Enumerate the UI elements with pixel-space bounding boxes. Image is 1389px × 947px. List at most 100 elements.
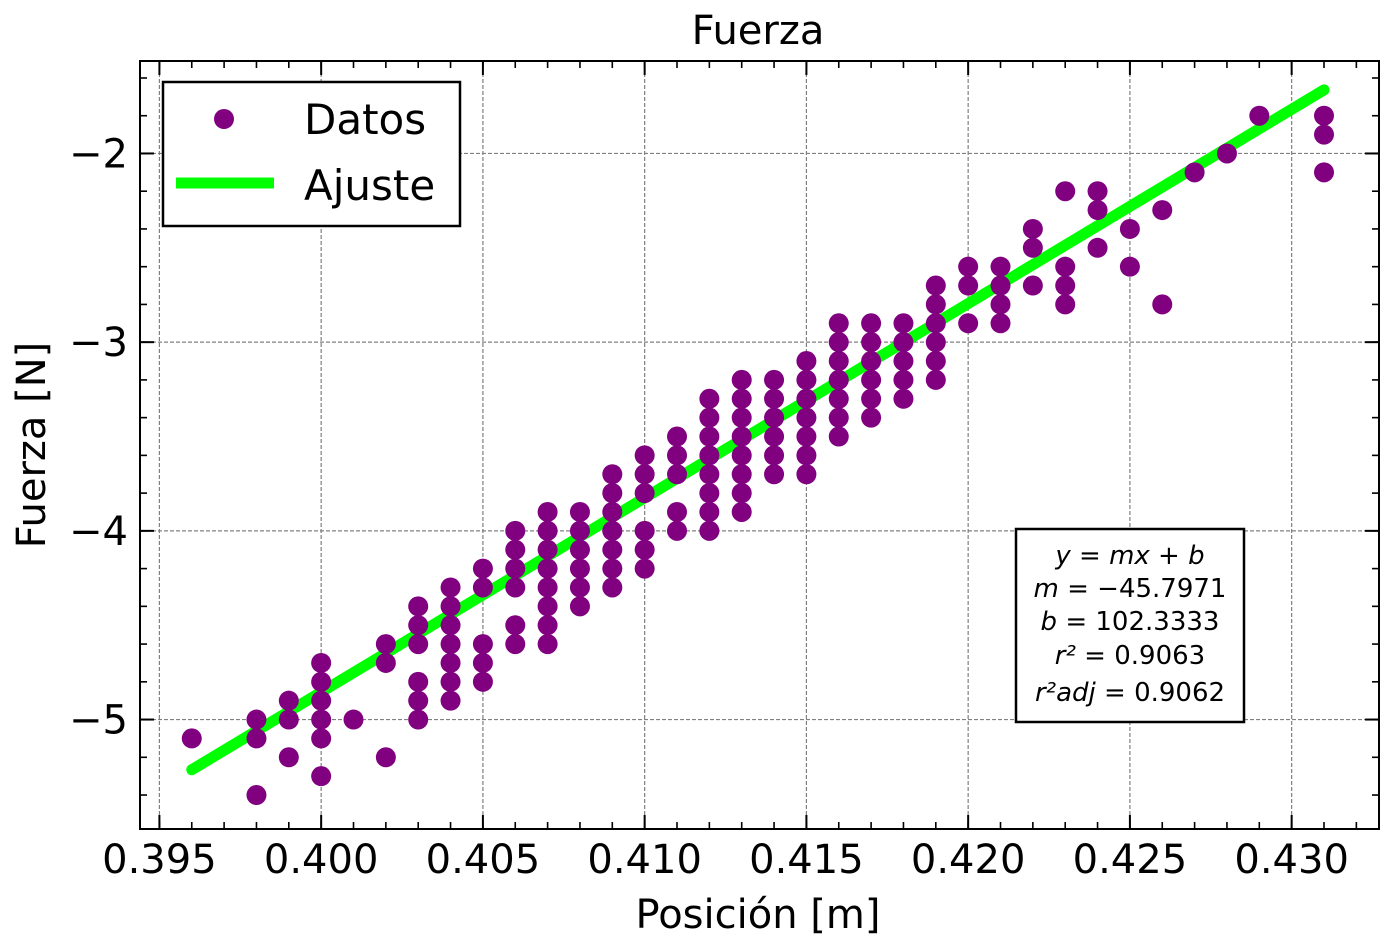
data-point xyxy=(667,426,688,447)
data-point xyxy=(440,690,461,711)
data-point xyxy=(958,275,979,296)
data-point xyxy=(699,483,720,504)
data-point xyxy=(861,369,882,390)
x-axis-label: Posición [m] xyxy=(636,892,881,938)
data-point xyxy=(764,464,785,485)
data-point xyxy=(990,294,1011,315)
data-point xyxy=(731,426,752,447)
x-tick-label: 0.430 xyxy=(1234,837,1349,883)
data-point xyxy=(828,313,849,334)
data-point xyxy=(861,407,882,428)
data-point xyxy=(667,520,688,541)
data-point xyxy=(505,615,526,636)
data-point xyxy=(925,294,946,315)
x-tick-labels: 0.395 0.400 0.405 0.410 0.415 0.420 0.425 0.430 xyxy=(102,837,1349,883)
data-point xyxy=(311,766,332,787)
data-point xyxy=(1249,105,1270,126)
data-point xyxy=(537,577,558,598)
data-point xyxy=(602,483,623,504)
data-point xyxy=(990,275,1011,296)
x-tick-label: 0.415 xyxy=(749,837,864,883)
data-point xyxy=(311,709,332,730)
data-point xyxy=(1055,256,1076,277)
data-point xyxy=(472,652,493,673)
data-point xyxy=(1314,124,1335,145)
y-tick-label: −4 xyxy=(69,509,128,555)
data-point xyxy=(893,388,914,409)
x-tick-label: 0.400 xyxy=(264,837,379,883)
data-point xyxy=(1184,162,1205,183)
data-point xyxy=(764,445,785,466)
data-point xyxy=(602,520,623,541)
data-point xyxy=(1087,181,1108,202)
y-axis-label: Fuerza [N] xyxy=(9,342,55,549)
data-point xyxy=(1152,294,1173,315)
data-point xyxy=(1022,275,1043,296)
y-tick-labels: −5 −4 −3 −2 xyxy=(69,131,128,743)
data-point xyxy=(1055,294,1076,315)
data-point xyxy=(537,539,558,560)
data-point xyxy=(634,558,655,579)
data-point xyxy=(537,596,558,617)
data-point xyxy=(278,709,299,730)
data-point xyxy=(731,388,752,409)
data-point xyxy=(893,313,914,334)
data-point xyxy=(796,464,817,485)
data-point xyxy=(861,388,882,409)
data-point xyxy=(828,426,849,447)
data-point xyxy=(1087,237,1108,258)
data-point xyxy=(408,596,429,617)
data-point xyxy=(699,407,720,428)
data-point xyxy=(569,558,590,579)
data-point xyxy=(440,671,461,692)
data-point xyxy=(311,690,332,711)
data-point xyxy=(569,596,590,617)
data-point xyxy=(893,332,914,353)
data-point xyxy=(731,369,752,390)
data-point xyxy=(861,351,882,372)
data-point xyxy=(764,369,785,390)
data-point xyxy=(1152,200,1173,221)
data-point xyxy=(472,671,493,692)
data-point xyxy=(796,445,817,466)
data-point xyxy=(505,539,526,560)
data-point xyxy=(731,407,752,428)
data-point xyxy=(408,615,429,636)
data-point xyxy=(569,520,590,541)
annotation-line-r2-adj: r²adj = 0.9062 xyxy=(1035,678,1225,708)
data-point xyxy=(764,388,785,409)
data-point xyxy=(828,407,849,428)
data-point xyxy=(667,445,688,466)
data-point xyxy=(311,652,332,673)
data-point xyxy=(796,388,817,409)
data-point xyxy=(731,464,752,485)
data-point xyxy=(1055,181,1076,202)
fit-annotation: y = mx + b m = −45.7971 b = 102.3333 r² … xyxy=(1014,527,1246,724)
data-point xyxy=(699,426,720,447)
legend: Datos Ajuste xyxy=(161,80,462,228)
data-point xyxy=(731,501,752,522)
data-point xyxy=(796,407,817,428)
data-point xyxy=(408,671,429,692)
data-point xyxy=(537,615,558,636)
data-point xyxy=(311,728,332,749)
data-point xyxy=(602,577,623,598)
data-point xyxy=(1022,237,1043,258)
data-point xyxy=(472,577,493,598)
data-point xyxy=(731,483,752,504)
data-point xyxy=(278,747,299,768)
data-point xyxy=(796,351,817,372)
data-point xyxy=(925,313,946,334)
data-point xyxy=(375,652,396,673)
data-point xyxy=(537,634,558,655)
data-point xyxy=(828,351,849,372)
data-point xyxy=(699,388,720,409)
data-point xyxy=(893,369,914,390)
legend-label-datos: Datos xyxy=(304,95,426,144)
data-point xyxy=(1087,200,1108,221)
x-tick-label: 0.420 xyxy=(911,837,1026,883)
data-point xyxy=(505,558,526,579)
data-point xyxy=(828,369,849,390)
data-point xyxy=(569,577,590,598)
data-point xyxy=(699,501,720,522)
